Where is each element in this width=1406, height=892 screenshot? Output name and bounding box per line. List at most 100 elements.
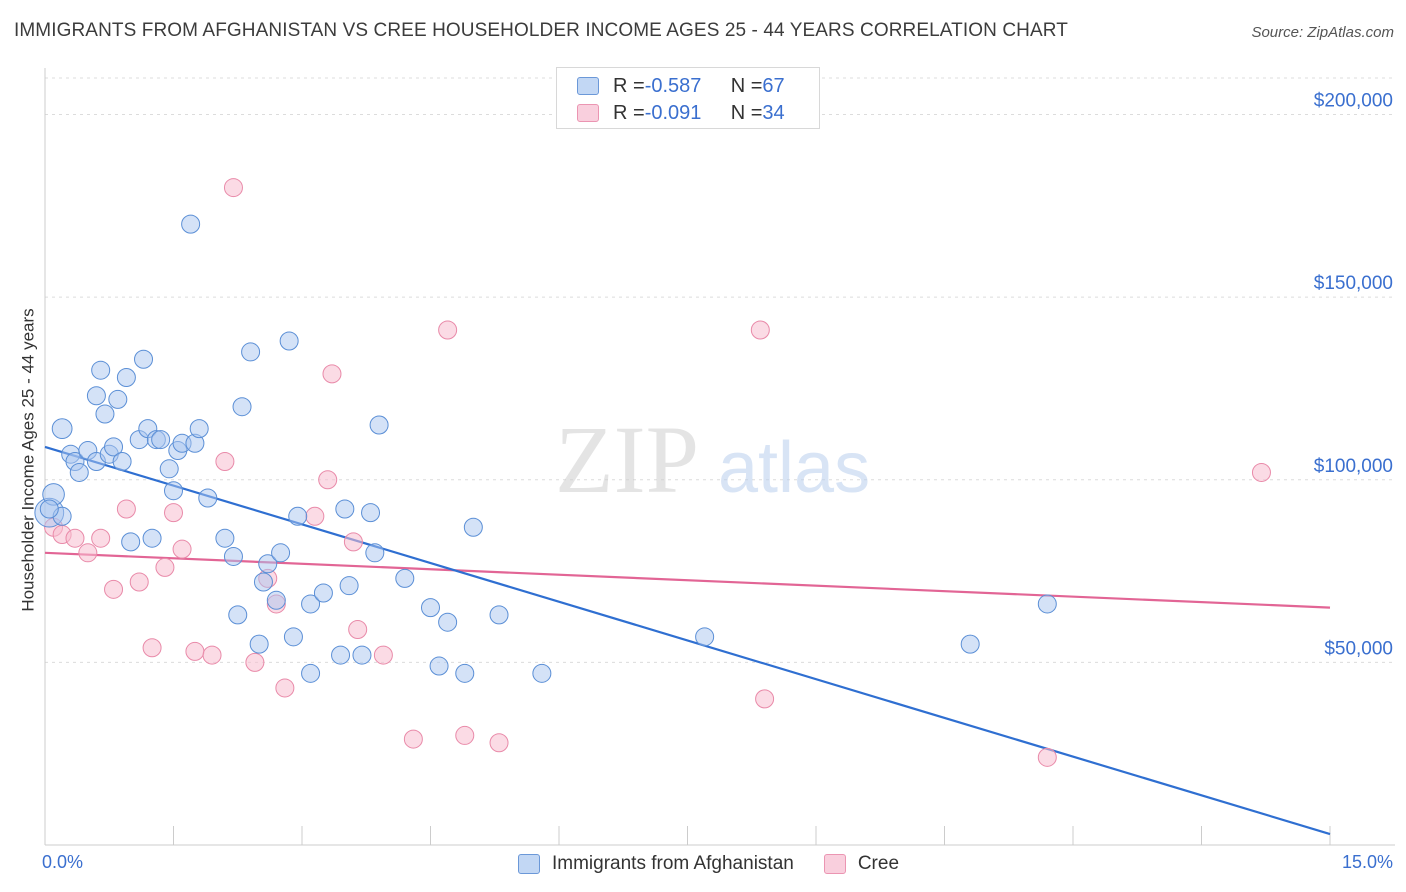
afghanistan-point <box>198 488 218 508</box>
cree-point <box>373 645 393 665</box>
cree-point <box>78 543 98 563</box>
cree-point <box>305 506 325 526</box>
afghanistan-point <box>365 543 385 563</box>
afghanistan-point <box>288 506 308 526</box>
x-max-label: 15.0% <box>1341 852 1393 872</box>
afghanistan-point <box>361 503 381 523</box>
gridlines <box>45 77 1395 663</box>
r-label: R = <box>613 101 645 124</box>
afghanistan-point <box>108 389 128 409</box>
cree-point <box>116 499 136 519</box>
cree-point <box>455 725 475 745</box>
afghanistan-point <box>51 418 73 440</box>
afghanistan-point <box>116 367 136 387</box>
cree-point <box>129 572 149 592</box>
afghanistan-point <box>232 397 252 417</box>
axes <box>44 68 1395 846</box>
y-tick-label: $50,000 <box>1324 638 1393 659</box>
afghanistan-point <box>369 415 389 435</box>
afghanistan-point <box>258 554 278 574</box>
afghanistan-point <box>395 568 415 588</box>
cree-point <box>202 645 222 665</box>
cree-point <box>1037 747 1057 767</box>
afghanistan-point <box>223 546 243 566</box>
n-label: N = <box>730 101 763 124</box>
n-value: 34 <box>762 101 785 124</box>
afghanistan-point <box>253 572 273 592</box>
afghanistan-point <box>339 576 359 596</box>
afghanistan-point <box>134 349 154 369</box>
legend-item-cree: Cree <box>823 853 899 875</box>
cree-point <box>489 733 509 753</box>
cree-point <box>155 557 175 577</box>
watermark-zip: ZIP <box>555 406 699 513</box>
afghanistan-point <box>695 627 715 647</box>
cree-point <box>1251 462 1271 482</box>
cree-point <box>343 532 363 552</box>
legend-row-afghanistan: R = -0.587 N = 67 <box>577 73 785 99</box>
n-value: 67 <box>762 74 785 97</box>
x-min-label: 0.0% <box>42 852 84 872</box>
afghanistan-point <box>301 663 321 683</box>
watermark: ZIP atlas <box>555 406 870 513</box>
legend-swatch-blue <box>577 77 599 95</box>
afghanistan-point <box>39 499 59 519</box>
cree-point <box>750 320 770 340</box>
chart-title: IMMIGRANTS FROM AFGHANISTAN VS CREE HOUS… <box>14 20 1068 41</box>
afghanistan-point <box>960 634 980 654</box>
afghanistan-point <box>489 605 509 625</box>
afghanistan-point <box>429 656 449 676</box>
afghanistan-point <box>421 598 440 618</box>
afghanistan-point <box>271 543 291 563</box>
cree-point <box>438 320 458 340</box>
cree-point <box>172 539 192 559</box>
afghanistan-point <box>104 437 124 457</box>
afghanistan-point <box>301 594 321 614</box>
y-tick-label: $200,000 <box>1314 91 1393 112</box>
cree-point <box>185 641 205 661</box>
y-tick-label: $100,000 <box>1314 456 1393 477</box>
afghanistan-points <box>34 214 1057 683</box>
afghanistan-point <box>189 419 209 439</box>
afghanistan-point <box>164 481 183 501</box>
cree-point <box>164 503 183 523</box>
afghanistan-point <box>313 583 333 603</box>
r-value: -0.091 <box>644 101 702 124</box>
afghanistan-point <box>352 645 372 665</box>
afghanistan-point <box>69 462 89 482</box>
watermark-atlas: atlas <box>718 428 870 508</box>
cree-points <box>44 178 1271 767</box>
legend-swatch-blue <box>518 854 540 874</box>
legend-swatch-pink <box>823 854 846 874</box>
afghanistan-point <box>91 360 111 380</box>
afghanistan-point <box>279 331 299 351</box>
legend-swatch-pink <box>577 104 599 122</box>
cree-point <box>91 528 111 548</box>
afghanistan-point <box>121 532 141 552</box>
cree-point <box>245 652 265 672</box>
cree-point <box>403 729 423 749</box>
afghanistan-point <box>86 386 106 406</box>
cree-point <box>65 528 85 548</box>
legend-label: Immigrants from Afghanistan <box>552 853 794 874</box>
legend-item-afghanistan: Immigrants from Afghanistan <box>518 853 794 875</box>
afghanistan-point <box>95 404 115 424</box>
cree-point <box>322 364 342 384</box>
y-tick-label: $150,000 <box>1314 273 1393 294</box>
cree-point <box>755 689 775 709</box>
afghanistan-point <box>241 342 261 362</box>
afghanistan-point <box>266 590 286 610</box>
r-value: -0.587 <box>644 74 702 97</box>
afghanistan-point <box>112 452 132 471</box>
afghanistan-point <box>142 528 162 548</box>
cree-point <box>223 178 243 198</box>
afghanistan-point <box>283 627 303 647</box>
cree-point <box>348 620 368 640</box>
afghanistan-point <box>215 528 235 548</box>
afghanistan-point <box>455 663 475 683</box>
cree-point <box>318 470 338 490</box>
r-label: R = <box>613 74 645 97</box>
legend-row-cree: R = -0.091 N = 34 <box>577 100 785 126</box>
cree-point <box>275 678 295 698</box>
